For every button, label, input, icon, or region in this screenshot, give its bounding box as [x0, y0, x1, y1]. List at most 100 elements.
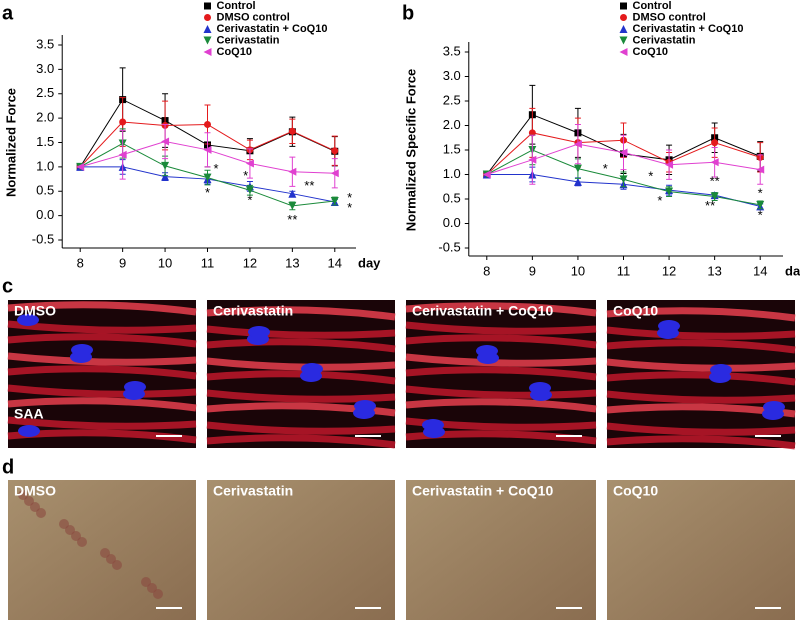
annotation: * — [347, 200, 352, 215]
nucleus — [18, 425, 40, 437]
y-tick-label: 0.0 — [443, 215, 461, 230]
y-tick-label: 3.0 — [36, 61, 54, 76]
marker — [203, 25, 212, 33]
x-tick-label: 9 — [119, 255, 126, 270]
image-label: Cerivastatin + CoQ10 — [412, 303, 553, 319]
nucleus — [124, 381, 146, 393]
nucleus — [710, 364, 732, 376]
panel-label: d — [2, 456, 14, 478]
spot — [36, 508, 46, 518]
nucleus — [763, 401, 785, 413]
annotation: * — [758, 186, 763, 201]
marker — [76, 162, 85, 171]
y-tick-label: 3.5 — [443, 43, 461, 58]
marker — [161, 161, 170, 170]
marker — [528, 129, 536, 137]
panel-label: b — [402, 2, 414, 24]
image-bg — [207, 480, 395, 620]
y-tick-label: -0.5 — [438, 239, 460, 254]
spot — [112, 560, 122, 570]
x-tick-label: 9 — [529, 263, 536, 278]
marker — [710, 192, 719, 201]
legend-label: Cerivastatin + CoQ10 — [633, 23, 744, 35]
micrograph — [405, 300, 597, 448]
marker — [619, 25, 628, 33]
y-axis-label: Normalized Specific Force — [403, 69, 418, 232]
y-tick-label: -0.5 — [32, 231, 54, 246]
image-bg — [406, 480, 596, 620]
x-tick-label: 10 — [158, 255, 172, 270]
fiber — [405, 385, 597, 399]
image-label: DMSO — [14, 303, 56, 319]
fiber — [7, 384, 197, 398]
micrograph — [206, 300, 396, 449]
marker — [288, 201, 297, 210]
x-tick-label: 8 — [77, 255, 84, 270]
marker — [204, 14, 211, 21]
marker — [203, 36, 212, 45]
marker — [203, 145, 212, 154]
marker — [619, 36, 628, 45]
micrograph — [606, 300, 796, 450]
fiber — [7, 416, 197, 430]
nucleus — [529, 382, 551, 394]
marker — [245, 186, 254, 195]
annotation: ** — [710, 173, 720, 188]
legend-label: CoQ10 — [217, 46, 252, 58]
marker — [161, 172, 170, 181]
marker — [528, 155, 537, 164]
fiber — [606, 422, 796, 436]
fiber — [7, 352, 197, 366]
marker — [119, 118, 127, 126]
nucleus — [248, 326, 270, 338]
marker — [204, 2, 211, 10]
legend-label: DMSO control — [633, 11, 706, 23]
marker — [330, 197, 339, 205]
micrograph — [207, 480, 395, 620]
y-tick-label: 1.0 — [443, 166, 461, 181]
legend-label: Cerivastatin — [633, 34, 696, 46]
legend-label: Cerivastatin + CoQ10 — [217, 23, 328, 35]
fiber — [606, 326, 796, 340]
marker — [288, 127, 296, 135]
legend-label: Control — [633, 0, 672, 12]
stain-label: SAA — [14, 406, 44, 422]
fiber — [405, 334, 597, 349]
y-tick-label: 1.0 — [36, 158, 54, 173]
spot — [77, 537, 87, 547]
image-label: Cerivastatin — [213, 303, 293, 319]
marker — [573, 140, 582, 149]
nucleus — [422, 419, 444, 431]
micrograph — [8, 480, 196, 620]
marker — [711, 139, 719, 147]
marker — [756, 165, 765, 174]
fiber — [606, 307, 796, 322]
image-label: DMSO — [14, 483, 56, 499]
annotation: * — [247, 192, 252, 207]
fiber — [206, 325, 396, 339]
x-tick-label: 8 — [483, 263, 490, 278]
marker — [665, 160, 674, 169]
marker — [288, 189, 297, 198]
marker — [620, 14, 627, 21]
fiber — [405, 353, 597, 367]
marker — [620, 2, 627, 10]
marker — [619, 148, 628, 157]
x-tick-label: 12 — [662, 263, 676, 278]
marker — [203, 173, 212, 182]
marker — [203, 48, 212, 56]
fiber — [606, 339, 796, 354]
legend-label: DMSO control — [217, 11, 290, 23]
image-label: CoQ10 — [613, 483, 658, 499]
nucleus — [658, 320, 680, 332]
fiber — [606, 435, 796, 450]
y-tick-label: 3.0 — [443, 68, 461, 83]
marker — [330, 169, 339, 178]
x-tick-label: 12 — [243, 255, 257, 270]
fiber — [206, 306, 396, 321]
fiber — [606, 390, 796, 404]
marker — [331, 147, 339, 155]
marker — [161, 137, 170, 146]
y-tick-label: 1.5 — [36, 134, 54, 149]
